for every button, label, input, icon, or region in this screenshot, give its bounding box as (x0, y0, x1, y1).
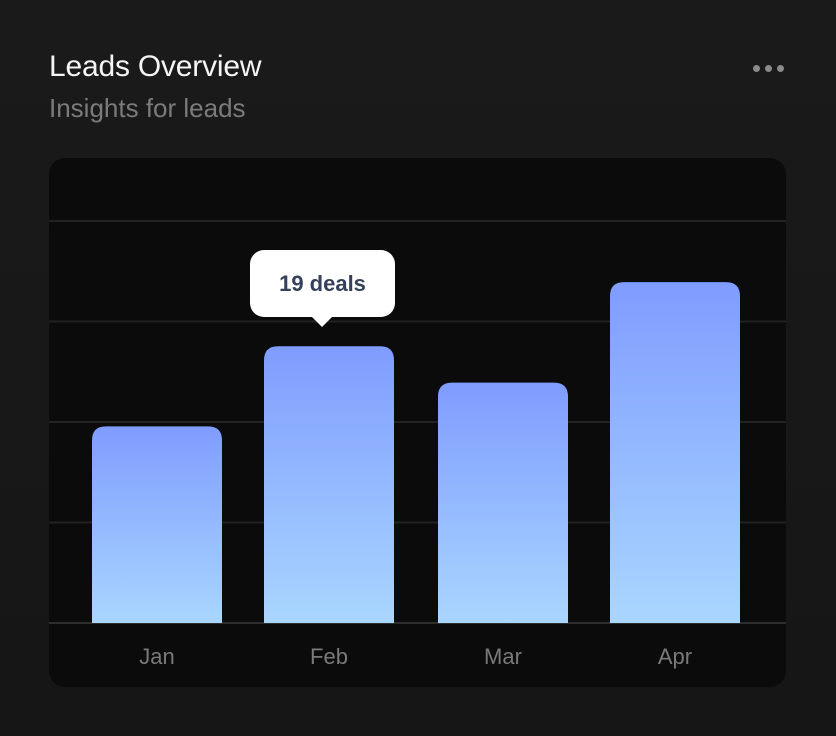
x-tick-label: Mar (484, 644, 522, 669)
x-tick-label: Jan (139, 644, 174, 669)
bar-apr[interactable] (610, 282, 740, 623)
more-options-icon[interactable] (748, 58, 788, 78)
bar-chart: Jan Feb Mar Apr (49, 220, 786, 669)
x-tick-label: Apr (658, 644, 692, 669)
card-title: Leads Overview (49, 50, 262, 83)
bar-mar[interactable] (438, 382, 568, 623)
bar-feb[interactable] (264, 346, 394, 623)
chart-panel: Jan Feb Mar Apr 19 deals (49, 158, 786, 687)
card-subtitle: Insights for leads (49, 93, 246, 123)
x-tick-label: Feb (310, 644, 348, 669)
bar-tooltip: 19 deals (250, 250, 395, 327)
bar-jan[interactable] (92, 426, 222, 623)
